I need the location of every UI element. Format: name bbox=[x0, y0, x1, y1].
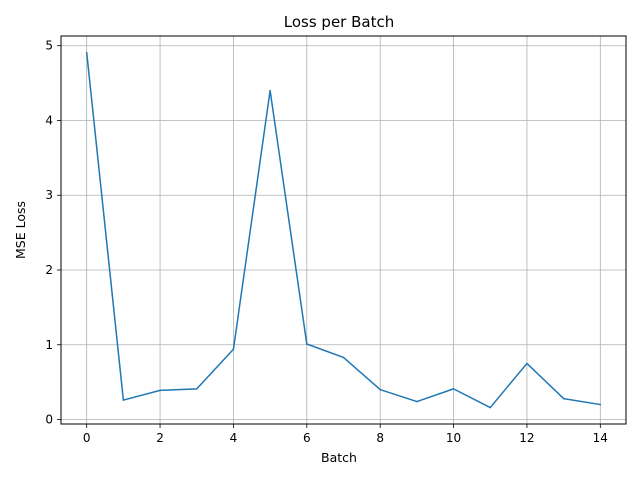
data-point bbox=[306, 343, 308, 345]
data-point bbox=[489, 406, 492, 409]
data-point bbox=[195, 388, 198, 390]
chart-title: Loss per Batch bbox=[284, 13, 394, 31]
data-point bbox=[562, 397, 565, 400]
x-tick-label: 2 bbox=[156, 431, 164, 445]
data-point bbox=[599, 403, 602, 406]
data-point bbox=[342, 356, 345, 359]
y-tick-label: 2 bbox=[45, 263, 53, 277]
grid-lines bbox=[61, 36, 626, 424]
plot-area bbox=[85, 51, 602, 409]
data-point bbox=[159, 389, 161, 392]
data-point bbox=[122, 399, 125, 401]
x-tick-label: 6 bbox=[303, 431, 311, 445]
data-point bbox=[416, 400, 418, 403]
axes-frame bbox=[60, 35, 627, 425]
y-tick-label: 0 bbox=[45, 413, 53, 427]
y-axis-ticks: 0 1 2 3 4 5 bbox=[45, 39, 61, 427]
data-point bbox=[452, 388, 455, 390]
data-point bbox=[85, 51, 88, 54]
y-tick-label: 1 bbox=[45, 338, 53, 352]
y-axis-label: MSE Loss bbox=[13, 201, 28, 259]
x-tick-label: 0 bbox=[83, 431, 91, 445]
x-axis-ticks: 0 2 4 6 8 10 12 14 bbox=[83, 424, 608, 445]
x-tick-label: 4 bbox=[230, 431, 238, 445]
x-tick-label: 8 bbox=[376, 431, 384, 445]
y-tick-label: 4 bbox=[45, 113, 53, 127]
x-tick-label: 10 bbox=[446, 431, 461, 445]
x-axis-label: Batch bbox=[321, 450, 357, 465]
loss-series-line bbox=[85, 52, 601, 409]
data-point bbox=[526, 362, 528, 365]
y-tick-label: 5 bbox=[45, 39, 53, 53]
x-tick-label: 14 bbox=[593, 431, 608, 445]
data-point bbox=[269, 89, 271, 92]
y-tick-label: 3 bbox=[45, 188, 53, 202]
x-tick-label: 12 bbox=[519, 431, 534, 445]
data-point bbox=[232, 348, 235, 350]
data-point bbox=[379, 388, 381, 391]
